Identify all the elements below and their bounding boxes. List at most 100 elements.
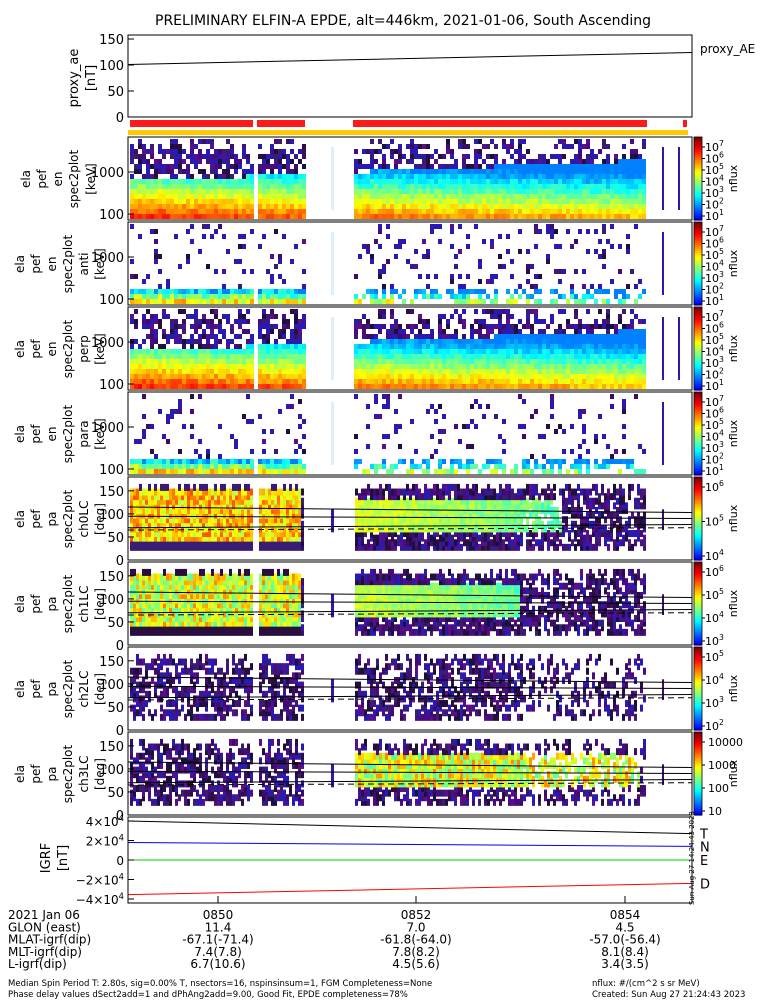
spectrogram-cell xyxy=(398,159,402,164)
spectrogram-cell xyxy=(146,384,150,389)
spectrogram-cell xyxy=(578,194,582,199)
spectrogram-cell xyxy=(414,289,418,294)
spectrogram-cell xyxy=(262,199,266,204)
spectrogram-cell xyxy=(506,359,510,364)
colorbar-cell xyxy=(694,400,702,403)
spectrogram-cell xyxy=(382,434,386,439)
pitch-angle-cell xyxy=(220,488,223,496)
spectrogram-cell xyxy=(478,279,482,284)
spectrogram-cell xyxy=(514,324,518,329)
pitch-angle-cell xyxy=(226,534,229,542)
spectrogram-cell xyxy=(174,299,178,304)
spectrogram-cell xyxy=(550,384,554,389)
pitch-angle-cell xyxy=(226,516,229,524)
spectrogram-cell xyxy=(586,329,590,334)
spectrogram-cell xyxy=(146,199,150,204)
pitch-angle-cell xyxy=(271,488,274,496)
spectrogram-cell xyxy=(130,469,134,474)
spectrogram-ylabel: pef xyxy=(35,169,49,189)
spectrogram-cell xyxy=(358,184,362,189)
pitch-angle-cell xyxy=(370,530,373,538)
spectrogram-cell xyxy=(546,344,550,349)
spectrogram-cell xyxy=(262,314,266,319)
pitch-angle-cell xyxy=(154,525,157,533)
pitch-angle-cell xyxy=(265,502,268,510)
colorbar-cell xyxy=(694,163,702,167)
spectrogram-cell xyxy=(618,344,622,349)
spectrogram-cell xyxy=(130,369,134,374)
spectrogram-cell xyxy=(274,374,278,379)
spectrogram-cell xyxy=(274,179,278,184)
spectrogram-cell xyxy=(394,214,398,219)
spectrogram-cell xyxy=(570,204,574,209)
spectrogram-cell xyxy=(202,169,206,174)
pitch-angle-cell xyxy=(232,539,235,547)
spectrogram-cell xyxy=(542,169,546,174)
spectrogram-cell xyxy=(406,384,410,389)
spectrogram-cell xyxy=(226,379,230,384)
spectrogram-cell xyxy=(442,169,446,174)
spectrogram-cell xyxy=(534,244,538,249)
spectrogram-cell xyxy=(414,384,418,389)
spectrogram-cell xyxy=(170,144,174,149)
spectrogram-cell xyxy=(598,174,602,179)
spectrogram-cell xyxy=(142,339,146,344)
spectrogram-cell xyxy=(186,294,190,299)
spectrogram-cell xyxy=(210,364,214,369)
spectrogram-cell xyxy=(166,169,170,174)
spectrogram-cell xyxy=(142,149,146,154)
spectrogram-cell xyxy=(214,269,218,274)
spectrogram-cell xyxy=(202,234,206,239)
spectrogram-cell xyxy=(546,199,550,204)
spectrogram-cell xyxy=(546,324,550,329)
pitch-angle-cell xyxy=(214,488,217,496)
spectrogram-cell xyxy=(622,189,626,194)
spectrogram-cell xyxy=(390,189,394,194)
spectrogram-cell xyxy=(274,204,278,209)
spectrogram-cell xyxy=(446,359,450,364)
proxy-ae-ytick-label: 0 xyxy=(116,111,124,126)
pitch-angle-cell xyxy=(250,506,253,514)
spectrogram-cell xyxy=(526,169,530,174)
spectrogram-cell xyxy=(638,344,642,349)
spectrogram-cell xyxy=(534,459,538,464)
spectrogram-cell xyxy=(246,369,250,374)
spectrogram-cell xyxy=(274,199,278,204)
spectrogram-cell xyxy=(406,209,410,214)
spectrogram-cell xyxy=(382,364,386,369)
pitch-angle-cell xyxy=(139,534,142,542)
colorbar-cell xyxy=(694,207,702,211)
spectrogram-cell xyxy=(290,354,294,359)
spectrogram-cell xyxy=(594,179,598,184)
spectrogram-cell xyxy=(430,364,434,369)
pitch-angle-cell xyxy=(283,530,286,538)
spectrogram-cell xyxy=(214,299,218,304)
spectrogram-cell xyxy=(594,319,598,324)
spectrogram-cell xyxy=(218,179,222,184)
spectrogram-cell xyxy=(150,144,154,149)
spectrogram-cell xyxy=(530,294,534,299)
spectrogram-cell xyxy=(290,299,294,304)
spectrogram-cell xyxy=(422,359,426,364)
spectrogram-cell xyxy=(374,204,378,209)
pitch-angle-cell xyxy=(154,483,157,491)
spectrogram-cell xyxy=(266,209,270,214)
pitch-angle-cell xyxy=(229,502,232,510)
spectrogram-cell xyxy=(362,354,366,359)
spectrogram-cell xyxy=(630,324,634,329)
colorbar-cell xyxy=(694,180,702,184)
spectrogram-cell xyxy=(434,204,438,209)
pitch-angle-cell xyxy=(262,530,265,538)
spectrogram-cell xyxy=(590,174,594,179)
spectrogram-cell xyxy=(366,404,370,409)
pitch-angle-cell xyxy=(364,502,367,510)
pitch-angle-cell xyxy=(190,488,193,496)
pitch-angle-cell xyxy=(289,543,292,551)
spectrogram-cell xyxy=(522,184,526,189)
spectrogram-cell xyxy=(390,149,394,154)
pitch-angle-cell xyxy=(286,534,289,542)
pitch-angle-cell xyxy=(142,530,145,538)
spectrogram-cell xyxy=(558,204,562,209)
spectrogram-cell xyxy=(358,384,362,389)
spectrogram-cell xyxy=(130,374,134,379)
